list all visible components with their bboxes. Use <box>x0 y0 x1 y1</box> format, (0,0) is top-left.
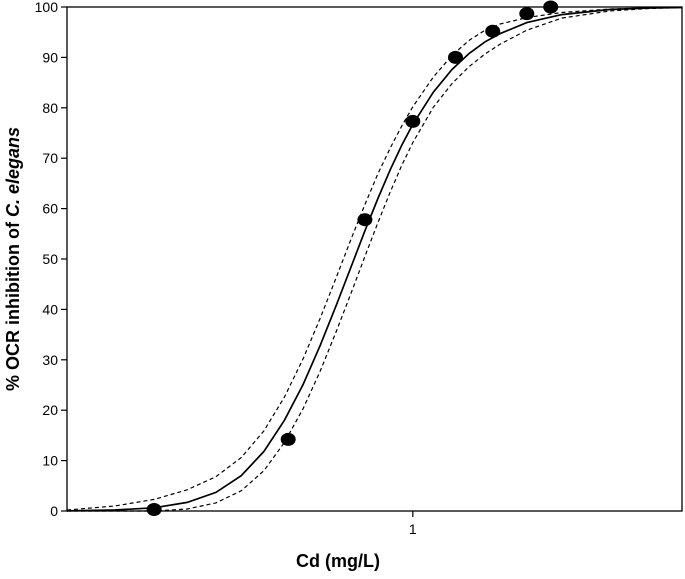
y-axis-ticks: 0 10 20 30 40 50 60 70 80 90 100 <box>35 0 67 519</box>
y-tick-label: 10 <box>42 453 58 469</box>
y-tick-label: 90 <box>42 49 58 65</box>
y-tick-label: 100 <box>35 0 59 15</box>
y-tick-label: 0 <box>50 503 58 519</box>
x-axis-ticks: 1 <box>409 511 417 537</box>
x-axis-title: Cd (mg/L) <box>296 551 380 571</box>
data-point <box>543 0 559 14</box>
data-point <box>405 114 421 128</box>
y-tick-label: 50 <box>42 251 58 267</box>
data-point <box>448 50 463 64</box>
y-tick-label: 60 <box>42 201 58 217</box>
data-point <box>280 432 296 446</box>
confidence-lower-line <box>67 6 683 512</box>
y-tick-label: 30 <box>42 352 58 368</box>
data-point <box>519 7 535 21</box>
data-point <box>146 503 162 516</box>
plot-area-frame <box>66 6 683 512</box>
fitted-curve-line <box>66 6 683 512</box>
data-point <box>357 213 373 227</box>
y-tick-label: 40 <box>42 301 58 317</box>
data-point <box>485 24 501 38</box>
y-tick-label: 20 <box>42 402 58 418</box>
y-axis-title: % OCR inhibition of C. elegans <box>3 127 23 391</box>
fit-lines <box>66 6 683 512</box>
y-tick-label: 80 <box>42 100 58 116</box>
y-tick-label: 70 <box>42 150 58 166</box>
confidence-upper-line <box>66 6 683 511</box>
data-points <box>146 0 559 516</box>
x-tick-label: 1 <box>409 521 417 537</box>
